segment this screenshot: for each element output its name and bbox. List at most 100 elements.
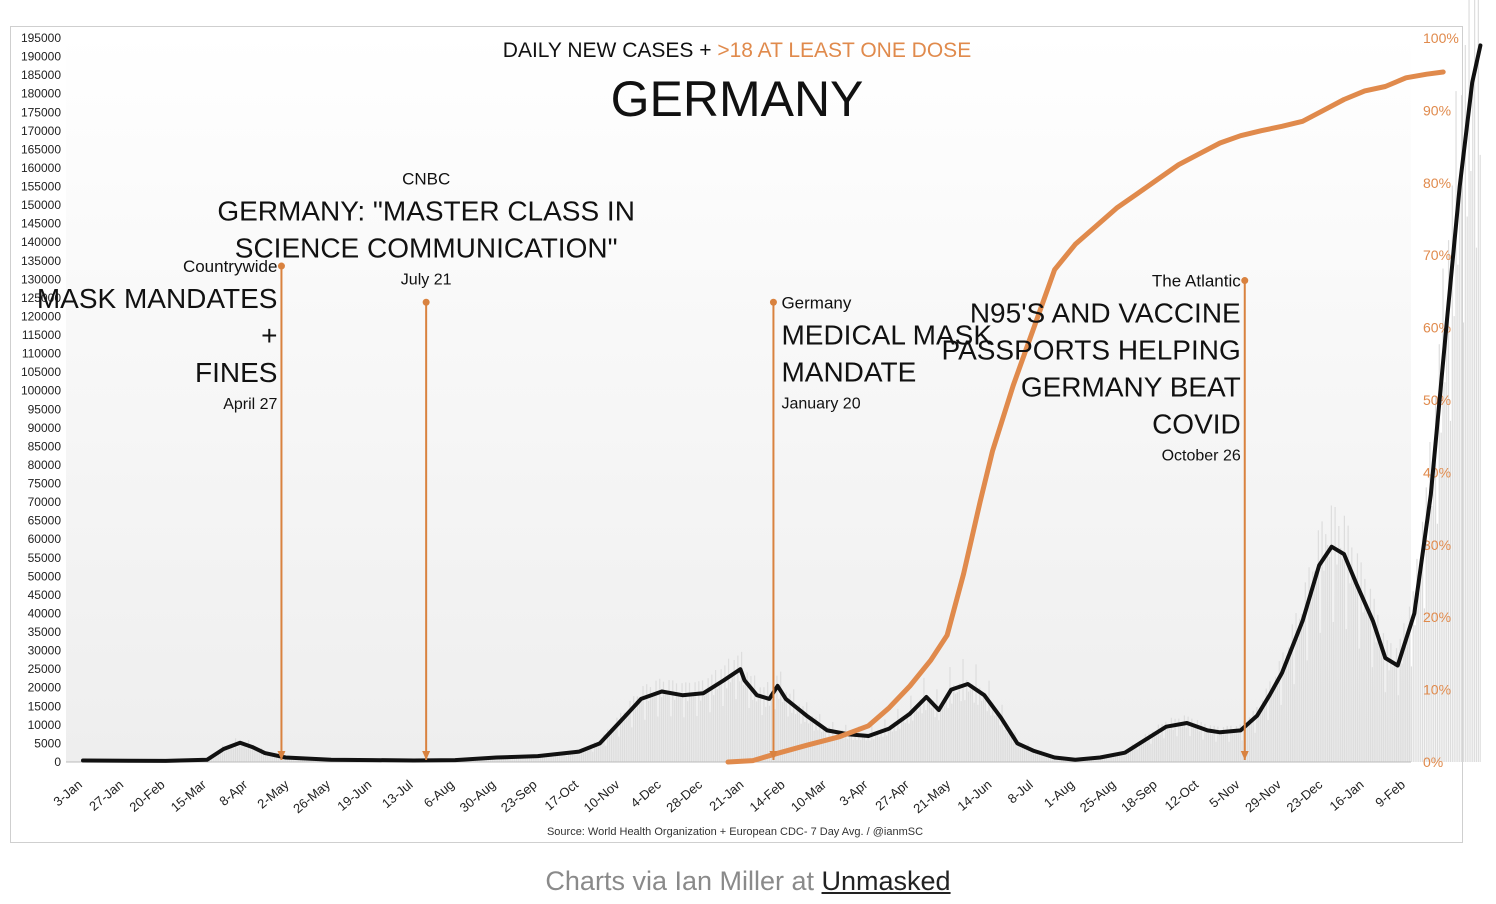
annotation-headline: MEDICAL MASK	[781, 319, 992, 350]
x-tick-label: 8-Jul	[1005, 777, 1036, 807]
annotation-headline: COVID	[1152, 409, 1241, 440]
x-tick-label: 19-Jun	[334, 777, 374, 814]
y-left-tick-label: 30000	[28, 644, 62, 658]
x-tick-label: 12-Oct	[1162, 777, 1202, 814]
x-tick-label: 4-Dec	[628, 776, 665, 810]
x-tick-label: 16-Jan	[1326, 777, 1366, 814]
y-left-tick-label: 65000	[28, 514, 62, 528]
x-tick-label: 27-Jan	[86, 777, 126, 814]
y-left-tick-label: 40000	[28, 606, 62, 620]
y-right-tick-label: 30%	[1423, 537, 1451, 553]
x-tick-label: 10-Nov	[581, 776, 623, 815]
y-left-tick-label: 115000	[22, 328, 61, 342]
y-left-tick-label: 60000	[28, 532, 62, 546]
x-tick-label: 14-Jun	[954, 777, 994, 814]
x-tick-label: 3-Jan	[50, 777, 85, 809]
y-left-tick-label: 25000	[28, 662, 62, 676]
y-right-tick-label: 10%	[1423, 682, 1451, 698]
cases-line	[81, 43, 1483, 763]
y-left-tick-label: 160000	[21, 161, 61, 175]
y-left-tick-label: 195000	[21, 31, 61, 45]
unmasked-link[interactable]: Unmasked	[821, 866, 951, 896]
y-left-tick-label: 150000	[21, 198, 61, 212]
y-left-tick-label: 15000	[28, 699, 62, 713]
title-prefix: DAILY NEW CASES +	[503, 39, 718, 62]
y-left-tick-label: 55000	[28, 551, 62, 565]
y-left-tick-label: 10000	[28, 718, 62, 732]
y-left-tick-label: 140000	[21, 235, 61, 249]
x-tick-label: 17-Oct	[542, 777, 582, 814]
x-tick-label: 26-May	[290, 776, 333, 816]
annotation-headline: GERMANY BEAT	[1021, 372, 1241, 403]
plot-background	[66, 32, 1411, 762]
annotation-arrow	[277, 751, 286, 760]
y-left-tick-label: 135000	[21, 254, 61, 268]
x-tick-label: 2-May	[254, 776, 292, 811]
annotation-arrow	[1240, 751, 1249, 760]
x-tick-label: 30-Aug	[457, 777, 499, 815]
x-tick-label: 21-May	[910, 776, 953, 816]
x-tick-label: 28-Dec	[663, 776, 705, 815]
annotation-date: October 26	[1162, 448, 1241, 465]
x-tick-label: 25-Aug	[1077, 777, 1119, 815]
annotation-dot	[769, 298, 777, 306]
y-left-tick-label: 100000	[21, 384, 61, 398]
chart-main-title: GERMANY	[611, 71, 864, 127]
y-left-tick-label: 110000	[22, 347, 61, 361]
annotation-headline: FINES	[195, 357, 277, 388]
y-left-tick-label: 125000	[21, 291, 61, 305]
annotation-source: The Atlantic	[1152, 272, 1241, 291]
annotation: The Atlantic N95'S AND VACCINE PASSPORTS H…	[941, 272, 1249, 760]
annotation-headline: +	[261, 320, 277, 351]
series	[81, 43, 1483, 765]
y-left-tick-label: 130000	[21, 272, 61, 286]
vaccine-line	[725, 69, 1446, 765]
x-tick-label: 23-Dec	[1283, 776, 1325, 815]
x-tick-label: 6-Aug	[421, 777, 457, 811]
x-tick-label: 21-Jan	[706, 777, 746, 814]
y-left-tick-label: 45000	[28, 588, 62, 602]
y-left-tick-label: 185000	[21, 68, 61, 82]
y-right-tick-label: 50%	[1423, 392, 1451, 408]
annotation-headline: MASK MANDATES	[37, 283, 278, 314]
x-tick-label: 10-Mar	[788, 776, 830, 814]
x-tick-label: 3-Apr	[836, 776, 871, 808]
y-left-tick-label: 175000	[21, 105, 61, 119]
y-left-tick-label: 145000	[21, 217, 61, 231]
y-left-tick-label: 95000	[28, 402, 62, 416]
annotation: CNBC GERMANY: "MASTER CLASS IN SCIENCE COM…	[217, 169, 635, 760]
x-tick-label: 29-Nov	[1242, 776, 1284, 815]
y-right-tick-label: 0%	[1423, 754, 1443, 770]
y-left-tick-label: 180000	[21, 87, 61, 101]
y-left-tick-label: 85000	[28, 439, 62, 453]
y-right-tick-label: 90%	[1423, 102, 1451, 118]
annotation-date: April 27	[223, 396, 277, 413]
x-tick-label: 1-Aug	[1041, 777, 1077, 811]
annotation-dot	[422, 298, 430, 306]
y-left-tick-label: 20000	[28, 681, 62, 695]
annotation-source: Countrywide	[183, 257, 278, 276]
annotation-headline: GERMANY: "MASTER CLASS IN	[217, 195, 635, 226]
y-left-tick-label: 170000	[21, 124, 61, 138]
y-left-tick-label: 120000	[21, 309, 61, 323]
y-left-tick-label: 165000	[21, 142, 61, 156]
left-axis: 0 5000 10000 15000 20000 25000 30000 35000 40000…	[21, 31, 61, 769]
annotation: Countrywide MASK MANDATES + FINES April 27	[37, 257, 286, 760]
annotation-date: January 20	[781, 395, 860, 412]
caption-prefix: Charts via Ian Miller at	[545, 866, 822, 896]
annotation-source: Germany	[781, 293, 851, 312]
x-tick-label: 13-Jul	[379, 777, 416, 811]
annotations: Countrywide MASK MANDATES + FINES April 27CN…	[37, 169, 1249, 760]
source-note: Source: World Health Organization + Euro…	[547, 826, 923, 838]
annotation-headline: MANDATE	[781, 356, 916, 387]
y-left-tick-label: 70000	[28, 495, 62, 509]
annotation: Germany MEDICAL MASK MANDATE January 20	[769, 293, 992, 760]
x-tick-label: 14-Feb	[747, 777, 788, 815]
title-highlight: >18 AT LEAST ONE DOSE	[717, 39, 971, 62]
chart-title-line: DAILY NEW CASES + >18 AT LEAST ONE DOSE	[503, 39, 971, 62]
annotation-arrow	[769, 751, 778, 760]
x-tick-label: 8-Apr	[216, 776, 251, 808]
annotation-dot	[1241, 277, 1249, 285]
